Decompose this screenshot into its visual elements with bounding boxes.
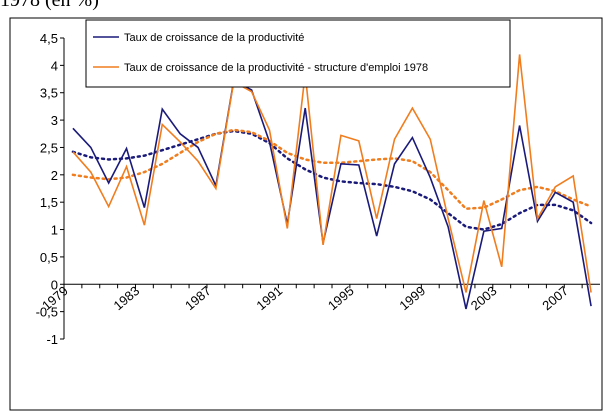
legend: Taux de croissance de la productivité Tau… [85,19,511,88]
y-tick-label: 3,5 [40,86,58,101]
y-tick-label: 0,5 [40,250,58,265]
chart-title: 1978 (en %) [0,0,99,11]
y-tick-label: 2,5 [40,140,58,155]
y-tick-label: 1 [51,223,58,238]
y-tick-label: 0 [51,277,58,292]
y-tick-label: 3 [51,113,58,128]
legend-label: Taux de croissance de la productivité - … [124,62,428,74]
series-line [72,79,592,310]
y-tick-label: 4 [51,58,58,73]
legend-box [85,19,511,88]
y-tick-label: 4,5 [40,31,58,46]
trend-line [71,128,593,211]
series-line [72,54,592,293]
y-tick-label: 1,5 [40,195,58,210]
y-tick-label: -0,5 [36,305,58,320]
y-tick-label: 2 [51,168,58,183]
legend-label: Taux de croissance de la productivité [124,32,304,44]
y-tick-label: -1 [46,332,58,347]
